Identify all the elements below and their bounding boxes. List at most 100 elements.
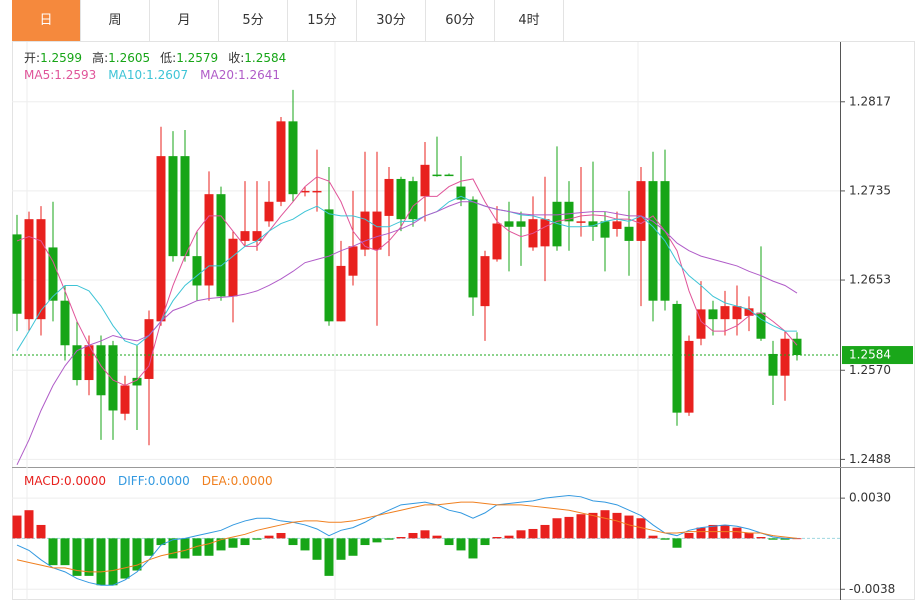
candle-body [648,181,658,301]
macd-bar [696,527,706,539]
macd-bar [456,538,466,551]
candle-body [468,199,478,298]
legend-value: 0.0000 [231,474,273,488]
macd-bar [408,532,418,539]
candle-body [36,219,46,320]
legend-name: DEA [202,474,228,488]
macd-bar [612,512,622,539]
candle-body [576,221,586,223]
candle-body [540,219,550,247]
legend-value: 1.2607 [146,68,188,82]
candle-body [444,174,454,177]
candle-body [492,223,502,260]
candle-body [612,221,622,229]
candle-body [240,231,250,241]
macd-bar [108,538,118,586]
macd-bar [84,538,94,576]
candle-body [156,156,166,322]
macd-bar [48,538,58,566]
candle-body [684,340,694,413]
macd-bar [624,515,634,539]
ma-line [16,176,798,387]
macd-bar [36,524,46,539]
legend-name: 高 [92,50,104,65]
candle-body [216,194,226,297]
macd-bar [684,532,694,539]
candle-body [96,345,106,396]
candle-body [228,238,238,297]
candle-body [264,201,274,222]
ma-line [16,195,797,351]
period-tabs: 日周月 5分 15分 30分 60分 4时 [12,0,564,41]
macd-bar [96,538,106,586]
period-tab[interactable]: 4时 [495,0,564,41]
macd-bar [564,516,574,539]
candle-body [324,209,334,322]
macd-bar [384,538,394,540]
macd-bar [636,518,646,539]
candle-body [192,256,202,286]
candle-body [408,181,418,220]
candle-body [180,156,190,257]
candle-body [432,174,442,177]
period-tab[interactable]: 周 [81,0,150,41]
legend-separator: : [36,51,40,65]
candle-body [300,190,310,193]
macd-bar [156,538,166,546]
candle-body [372,211,382,250]
candle-body [108,345,118,411]
candle-body [348,246,358,276]
period-tab[interactable]: 日 [12,0,81,41]
candle-body [384,178,394,216]
macd-bar [672,538,682,548]
macd-bar [504,535,514,539]
macd-bar [240,538,250,546]
legend-name: MA20 [200,68,234,82]
candle-body [24,219,34,320]
macd-bar [276,532,286,539]
legend-separator: : [144,474,148,488]
period-tab[interactable]: 月 [150,0,219,41]
legend-value: 0.0000 [148,474,190,488]
period-tab[interactable]: 5分 [219,0,288,41]
macd-bar [132,538,142,571]
period-tab[interactable]: 15分 [288,0,357,41]
candle-body [624,226,634,241]
macd-bar [192,538,202,556]
candle-body [768,353,778,376]
macd-bar [648,535,658,539]
last-price-box [842,346,913,365]
legend-name: MACD [24,474,60,488]
candle-body [12,234,22,314]
macd-bar [120,538,130,579]
macd-bar [420,530,430,539]
y-tick-label: 1.2653 [849,273,891,287]
candle-body [600,221,610,238]
macd-bar [72,538,82,576]
legend-value: 1.2584 [244,51,286,65]
candle-body [132,377,142,386]
candle-body [672,303,682,413]
period-tab[interactable]: 30分 [357,0,426,41]
y-tick-label: 1.2570 [849,363,891,377]
period-tab[interactable]: 60分 [426,0,495,41]
macd-bar [216,538,226,551]
candle-body [564,201,574,222]
macd-bar [204,538,214,556]
legend-value: 0.0000 [64,474,106,488]
candle-body [504,221,514,227]
macd-bar [60,538,70,566]
candle-body [744,308,754,316]
macd-bar [360,538,370,546]
candle-body [204,194,214,286]
candle-body [144,319,154,379]
ma-legend: MA5:1.2593 MA10:1.2607 MA20:1.2641 [24,68,280,82]
macd-bar [168,538,178,559]
macd-bar [288,538,298,546]
candle-body [756,312,766,339]
macd-bar [660,538,670,540]
macd-bar [348,538,358,556]
candle-body [360,211,370,250]
legend-name: 低 [160,51,172,65]
